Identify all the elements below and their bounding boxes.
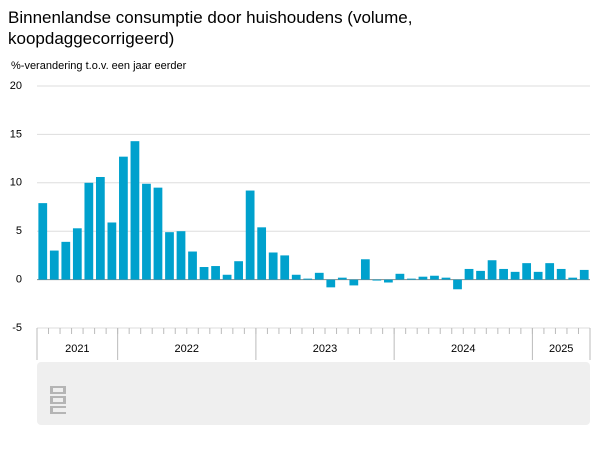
- bar: [176, 231, 186, 280]
- y-tick-label: 0: [16, 274, 22, 286]
- bar: [487, 260, 497, 280]
- bar: [72, 228, 82, 280]
- bar: [95, 176, 105, 280]
- bar: [395, 273, 405, 280]
- y-tick-label: 15: [10, 128, 22, 140]
- bar: [533, 271, 543, 280]
- bar: [153, 187, 163, 280]
- chart-title: Binnenlandse consumptie door huishoudens…: [8, 8, 413, 48]
- footer-panel: [37, 362, 590, 425]
- bar: [61, 241, 71, 280]
- bar: [499, 268, 508, 280]
- bar: [337, 277, 347, 280]
- bar: [107, 222, 117, 280]
- logo: [50, 386, 66, 414]
- y-tick-label: -5: [12, 322, 22, 334]
- bar: [314, 272, 324, 280]
- subtitle: %-verandering t.o.v. een jaar eerder: [11, 60, 187, 72]
- x-group-label: 2025: [549, 343, 573, 355]
- bar: [268, 252, 278, 280]
- bar: [199, 267, 209, 280]
- bar: [211, 266, 220, 280]
- bar: [245, 190, 255, 280]
- bar: [326, 279, 336, 288]
- y-tick-label: 5: [16, 225, 22, 237]
- bar: [130, 141, 140, 280]
- x-group-label: 2023: [313, 343, 337, 355]
- bar: [568, 277, 578, 280]
- y-tick-label: 20: [10, 80, 22, 92]
- y-tick-label: 10: [10, 177, 22, 189]
- x-group-label: 2021: [65, 343, 89, 355]
- bar: [119, 156, 128, 280]
- bar: [545, 263, 555, 280]
- bar: [360, 259, 370, 280]
- bar: [464, 268, 474, 280]
- bar: [165, 232, 174, 280]
- bar: [522, 263, 532, 280]
- bar: [476, 270, 485, 280]
- bar: [291, 274, 301, 280]
- bar: [49, 250, 59, 280]
- bar: [384, 279, 393, 283]
- bar: [188, 251, 197, 280]
- bar: [556, 268, 566, 280]
- bar: [418, 276, 428, 280]
- bar: [257, 227, 267, 280]
- bar: [441, 277, 451, 280]
- bar: [453, 279, 462, 290]
- bar: [142, 183, 151, 280]
- bar: [222, 274, 232, 280]
- x-group-label: 2022: [175, 343, 199, 355]
- x-group-label: 2024: [451, 343, 475, 355]
- bar: [372, 279, 382, 281]
- bar: [303, 278, 313, 280]
- bar: [280, 255, 290, 280]
- bar: [38, 203, 48, 280]
- bar: [407, 278, 416, 280]
- bar: [349, 279, 359, 286]
- bar: [510, 271, 520, 280]
- bar: [234, 261, 243, 280]
- bar: [579, 269, 589, 280]
- bar: [84, 182, 94, 280]
- bar: [430, 275, 439, 280]
